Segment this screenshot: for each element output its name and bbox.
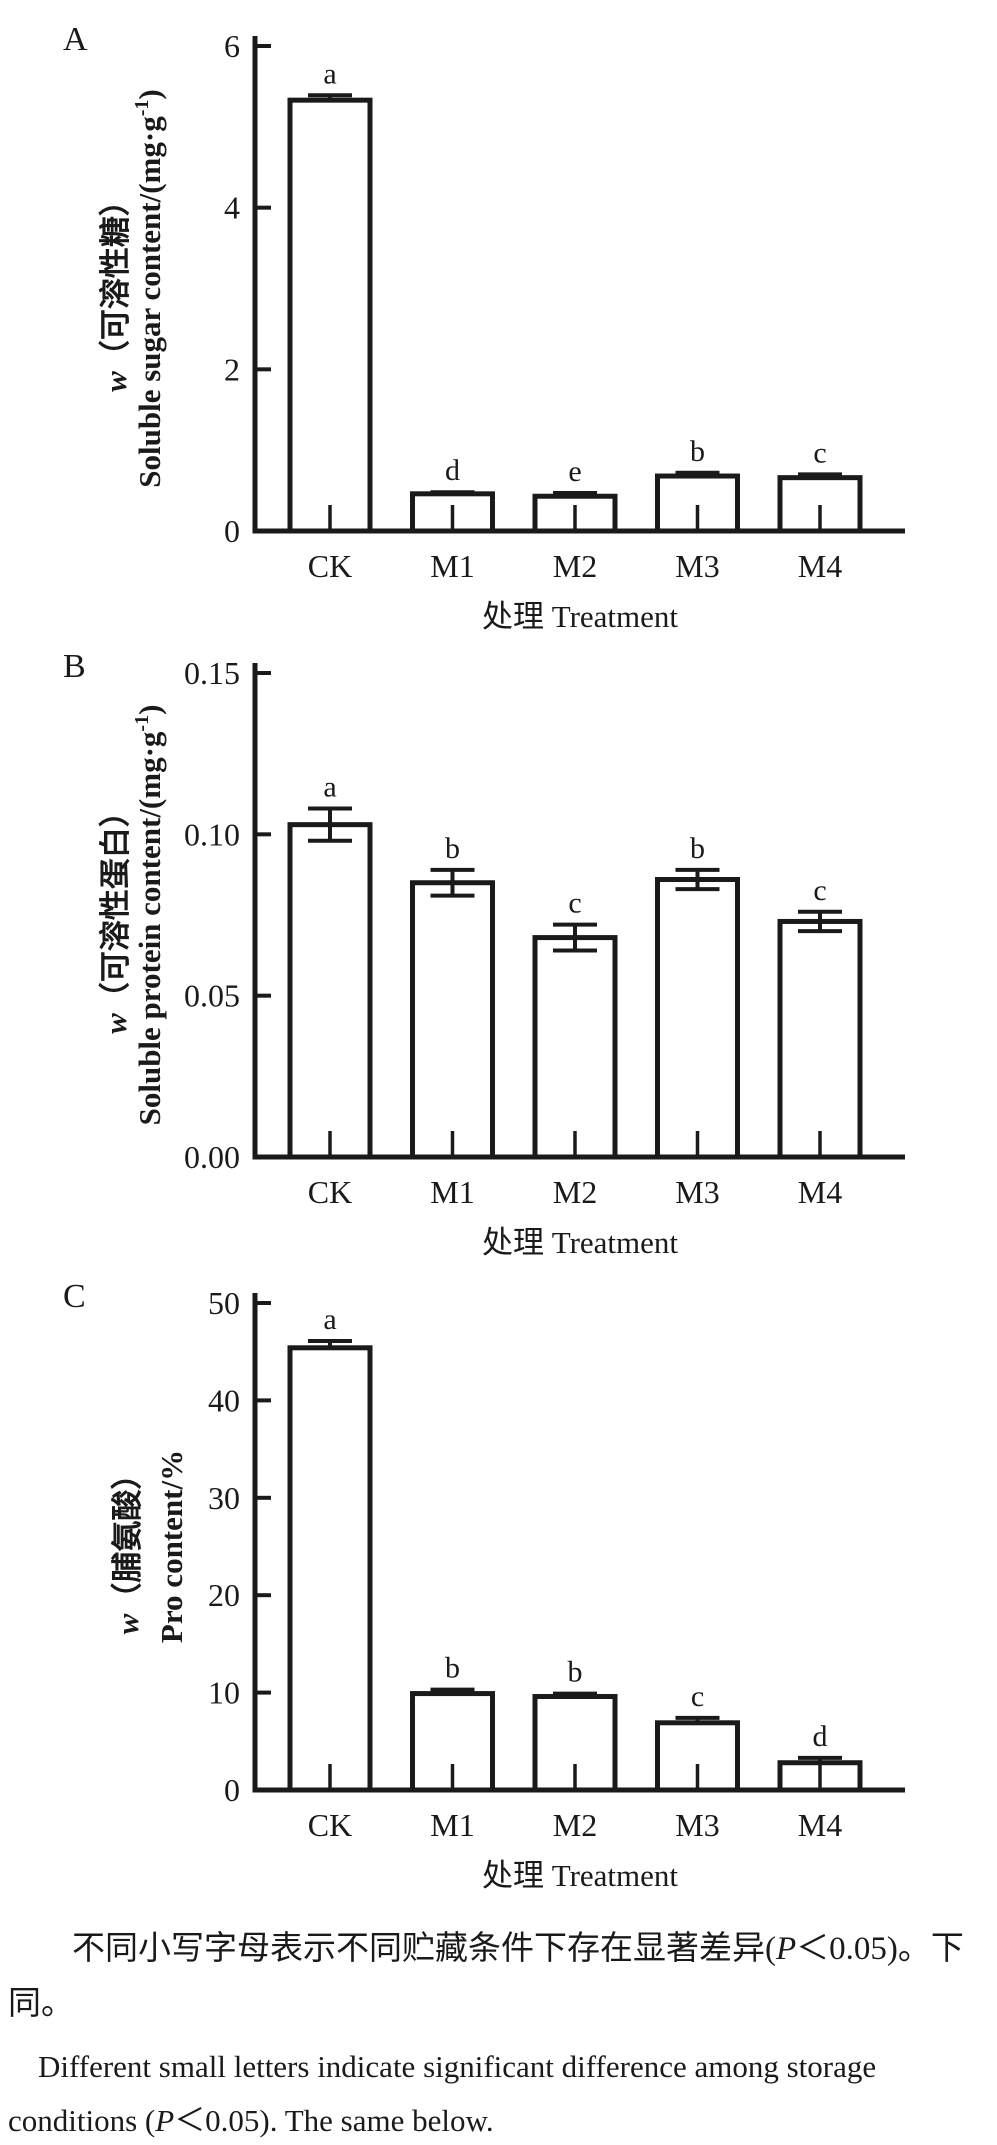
sig-letter: b (690, 435, 705, 468)
y-axis-label-zh: w（可溶性糖） (98, 185, 133, 392)
x-category-label: M3 (675, 548, 719, 584)
y-axis-label-en: Soluble protein content/(mg·g-1) (131, 705, 167, 1126)
panel-label: C (63, 1278, 86, 1315)
sig-letter: b (445, 832, 460, 865)
sig-letter: d (813, 1720, 828, 1753)
sig-letter: a (323, 771, 336, 804)
caption-text: 同。 (8, 1986, 74, 2022)
x-category-label: M1 (430, 1174, 474, 1210)
y-tick-label: 0.15 (184, 655, 240, 691)
sig-letter: c (813, 874, 826, 907)
caption-italic-var: P (776, 1931, 797, 1967)
panel-label: B (63, 648, 86, 685)
bar-M3 (655, 877, 740, 1160)
caption-paragraph-zh: 不同小写字母表示不同贮藏条件下存在显著差异(P＜0.05)。下同。 (8, 1922, 989, 2032)
sig-letter: a (323, 57, 336, 90)
x-category-label: M2 (553, 548, 597, 584)
bar-M2 (532, 935, 618, 1160)
caption-text: ＜0.05)。下 (796, 1931, 964, 1967)
x-category-label: CK (308, 548, 352, 584)
x-axis-title: 处理 Treatment (482, 1225, 678, 1260)
y-tick-label: 6 (224, 28, 240, 64)
caption-line: conditions (P＜0.05). The same below. (8, 2094, 989, 2145)
sig-letter: b (690, 832, 705, 865)
caption-text: 不同小写字母表示不同贮藏条件下存在显著差异( (72, 1931, 776, 1967)
caption-line: 同。 (8, 1977, 989, 2032)
y-axis-label-en: Soluble sugar content/(mg·g-1) (131, 89, 167, 487)
y-tick-label: 0.05 (184, 978, 240, 1014)
panel-B: a b c b c 0.00 0.05 0.10 0.15 CK M1 M2 M3 M4 处理 Treatm… (63, 648, 905, 1260)
sig-letter: c (691, 1680, 704, 1713)
y-tick-label: 0 (224, 513, 240, 549)
x-category-label: CK (308, 1174, 352, 1210)
bar-M1 (410, 880, 495, 1160)
x-category-label: M1 (430, 1807, 474, 1843)
y-tick-label: 20 (208, 1577, 240, 1613)
x-category-label: M2 (553, 1807, 597, 1843)
sig-letter: b (445, 1652, 460, 1685)
caption-line: 不同小写字母表示不同贮藏条件下存在显著差异(P＜0.05)。下 (8, 1922, 989, 1977)
panel-A: a d e b c 0 2 4 6 CK M1 M2 M3 M4 处理 Treatment Aw（可溶性糖） S… (63, 21, 905, 634)
x-category-label: M3 (675, 1807, 719, 1843)
panel-C: a b b c d 0 10 20 30 40 50 CK M1 M2 M3 M4 处理 Treatment Cw… (63, 1278, 905, 1893)
caption-text: conditions ( (8, 2103, 156, 2138)
x-category-label: M3 (675, 1174, 719, 1210)
bar-CK (287, 1345, 373, 1793)
sig-letter: c (568, 887, 581, 920)
sig-letter: b (568, 1656, 583, 1689)
caption-text: Different small letters indicate signifi… (38, 2049, 877, 2084)
y-tick-label: 4 (224, 190, 240, 226)
x-category-label: M4 (798, 1174, 842, 1210)
x-axis-title: 处理 Treatment (482, 1858, 678, 1893)
y-axis-label-zh: w（脯氨酸） (110, 1459, 145, 1635)
bar-CK (287, 97, 373, 534)
x-category-label: M4 (798, 1807, 842, 1843)
caption-italic-var: P (155, 2103, 175, 2138)
y-axis-label-zh: w（可溶性蛋白） (98, 796, 133, 1034)
caption-paragraph-en: Different small letters indicate signifi… (8, 2040, 989, 2145)
x-category-label: M2 (553, 1174, 597, 1210)
y-tick-label: 30 (208, 1480, 240, 1516)
sig-letter: c (813, 436, 826, 469)
figure-caption: 不同小写字母表示不同贮藏条件下存在显著差异(P＜0.05)。下 同。 Differe… (8, 1922, 989, 2145)
caption-line: Different small letters indicate signifi… (8, 2040, 989, 2094)
y-tick-label: 2 (224, 351, 240, 387)
y-tick-label: 0 (224, 1772, 240, 1808)
x-category-label: M1 (430, 548, 474, 584)
x-category-label: M4 (798, 548, 842, 584)
x-axis-title: 处理 Treatment (482, 599, 678, 634)
sig-letter: e (568, 455, 581, 488)
bar-CK (287, 822, 373, 1160)
y-tick-label: 50 (208, 1285, 240, 1321)
y-axis-label-en: Pro content/% (154, 1450, 189, 1643)
bar-M4 (777, 918, 863, 1160)
y-tick-label: 0.00 (184, 1139, 240, 1175)
panel-label: A (63, 21, 88, 58)
caption-text: ＜0.05). The same below. (174, 2103, 494, 2138)
sig-letter: a (323, 1303, 336, 1336)
x-category-label: CK (308, 1807, 352, 1843)
sig-letter: d (445, 454, 460, 487)
y-tick-label: 40 (208, 1382, 240, 1418)
y-tick-label: 10 (208, 1675, 240, 1711)
y-tick-label: 0.10 (184, 816, 240, 852)
